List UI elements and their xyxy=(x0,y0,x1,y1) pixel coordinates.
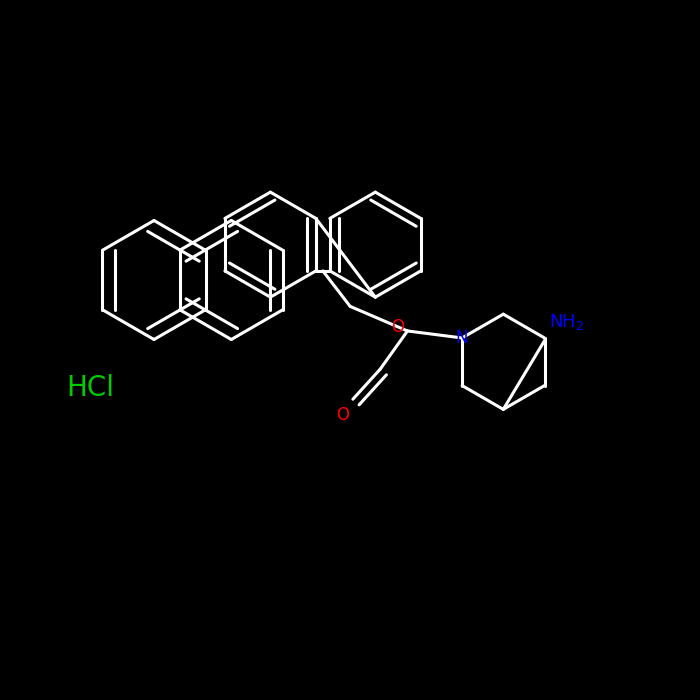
Text: HCl: HCl xyxy=(66,374,115,402)
Text: N: N xyxy=(456,329,468,347)
Text: O: O xyxy=(391,318,404,337)
Text: NH$_2$: NH$_2$ xyxy=(549,312,584,332)
Text: O: O xyxy=(337,406,349,424)
